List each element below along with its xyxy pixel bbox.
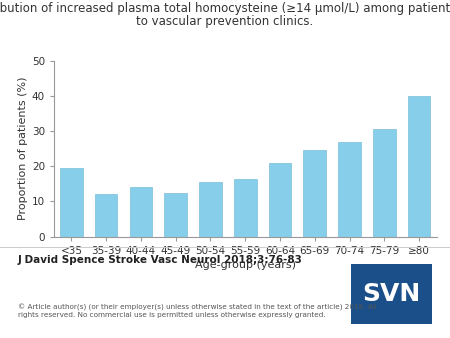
Bar [408,96,430,237]
X-axis label: Age-group (years): Age-group (years) [195,260,296,270]
Bar [269,163,291,237]
Bar [164,193,187,237]
Bar [373,129,396,237]
Text: © Article author(s) (or their employer(s) unless otherwise stated in the text of: © Article author(s) (or their employer(s… [18,304,377,318]
Bar [303,150,326,237]
Bar [95,194,117,237]
Bar [60,168,83,237]
Bar [199,182,222,237]
Bar [130,187,152,237]
Y-axis label: Proportion of patients (%): Proportion of patients (%) [18,77,28,220]
Text: SVN: SVN [362,282,421,306]
Text: J David Spence Stroke Vasc Neurol 2018;3:76-83: J David Spence Stroke Vasc Neurol 2018;3… [18,255,303,265]
Text: Age distribution of increased plasma total homocysteine (≥14 μmol/L) among patie: Age distribution of increased plasma tot… [0,2,450,15]
Text: to vascular prevention clinics.: to vascular prevention clinics. [136,15,314,28]
Bar [338,142,361,237]
Bar [234,178,256,237]
